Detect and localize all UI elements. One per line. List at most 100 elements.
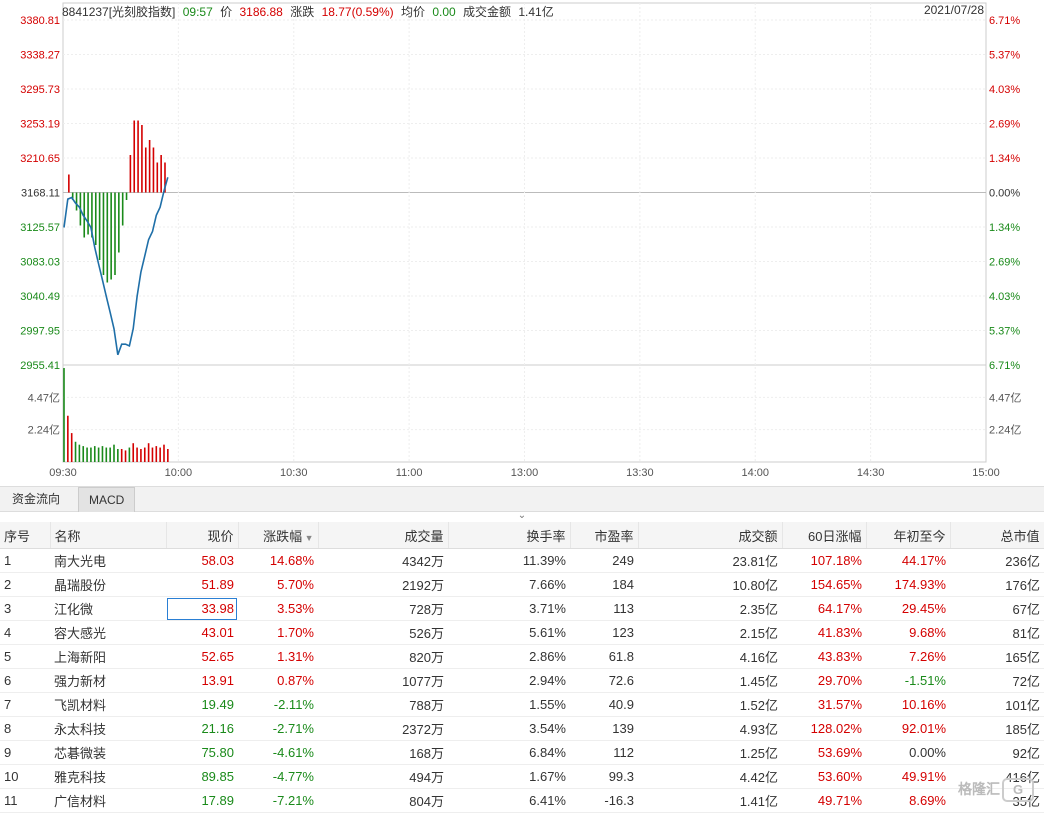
cell-60d-change: 53.69% [782,740,866,765]
volume-bar [105,447,108,462]
volume-bar [93,446,96,462]
cell-ytd: 49.91% [866,764,950,789]
table-row[interactable]: 6 强力新材 13.91 0.87% 1077万 2.94% 72.6 1.45亿 29.70%… [0,668,1044,693]
cell-price: 75.80 [166,740,238,765]
col-header-60d-change[interactable]: 60日涨幅 [782,522,867,549]
cell-pe: 99.3 [570,764,638,789]
cell-index: 10 [0,764,50,789]
pct-tick-label: 2.69% [989,119,1020,131]
cell-index: 5 [0,644,50,669]
cell-volume: 728万 [318,596,448,621]
cell-market-cap: 72亿 [950,668,1044,693]
table-row[interactable]: 3 江化微 33.98 3.53% 728万 3.71% 113 2.35亿 64.17% 29.… [0,596,1044,621]
col-header-index[interactable]: 序号 [0,522,51,549]
table-row[interactable]: 10 雅克科技 89.85 -4.77% 494万 1.67% 99.3 4.42亿 53.60… [0,764,1044,789]
cell-60d-change: 49.71% [782,788,866,813]
turnover-label: 成交金额 [463,5,512,19]
col-header-volume[interactable]: 成交量 [318,522,449,549]
diff-bar [110,192,112,280]
cell-ytd: 92.01% [866,716,950,741]
cell-market-cap: 236亿 [950,548,1044,573]
cell-pe: 40.9 [570,692,638,717]
table-row[interactable]: 1 南大光电 58.03 14.68% 4342万 11.39% 249 23.81亿 107.… [0,548,1044,573]
cell-price: 33.98 [166,596,238,621]
col-header-turnover-rate[interactable]: 换手率 [448,522,571,549]
cell-price: 21.16 [166,716,238,741]
cell-change-pct: -2.71% [238,716,318,741]
table-header-row: 序号 名称 现价 涨跌幅 成交量 换手率 市盈率 成交额 60日涨幅 年初至今 … [0,522,1044,549]
volume-bar [67,415,69,462]
table-row[interactable]: 2 晶瑞股份 51.89 5.70% 2192万 7.66% 184 10.80亿 154.65… [0,572,1044,597]
volume-bar [140,448,142,462]
table-row[interactable]: 7 飞凯材料 19.49 -2.11% 788万 1.55% 40.9 1.52亿 31.57%… [0,692,1044,717]
price-label: 价 [220,5,233,19]
col-header-change-pct[interactable]: 涨跌幅 [238,522,319,549]
cell-60d-change: 107.18% [782,548,866,573]
cell-amount: 23.81亿 [638,548,782,573]
cell-change-pct: 14.68% [238,548,318,573]
change-label: 涨跌 [290,5,315,19]
time-tick-label: 11:00 [396,467,423,479]
avg-label: 均价 [400,5,425,19]
col-header-name[interactable]: 名称 [50,522,167,549]
col-header-market-cap[interactable]: 总市值 [950,522,1044,549]
col-header-amount[interactable]: 成交额 [638,522,783,549]
volume-bar [97,447,100,462]
table-row[interactable]: 8 永太科技 21.16 -2.71% 2372万 3.54% 139 4.93亿 128.02… [0,716,1044,741]
col-header-ytd[interactable]: 年初至今 [866,522,951,549]
diff-bar [118,192,120,253]
volume-bar [113,444,115,462]
table-row[interactable]: 11 广信材料 17.89 -7.21% 804万 6.41% -16.3 1.41亿 49.7… [0,788,1044,813]
pct-tick-label: 0.00% [989,188,1020,200]
table-row[interactable]: 5 上海新阳 52.65 1.31% 820万 2.86% 61.8 4.16亿 43.83% 7… [0,644,1044,669]
cell-volume: 494万 [318,764,448,789]
cell-name: 雅克科技 [50,764,166,789]
cell-name: 南大光电 [50,548,166,573]
time-tick-label: 14:30 [857,467,885,479]
col-header-pe[interactable]: 市盈率 [570,522,639,549]
cell-volume: 1077万 [318,668,448,693]
price-tick-label: 3380.81 [20,15,60,27]
cell-turnover-rate: 1.67% [448,764,570,789]
tab-fund-flow[interactable]: 资金流向 [12,492,61,506]
volume-bar [136,447,138,462]
volume-bar [124,450,127,462]
cell-change-pct: -7.21% [238,788,318,813]
cell-name: 容大感光 [50,620,166,645]
cell-name: 江化微 [50,596,166,621]
diff-bar [102,192,105,275]
cell-amount: 10.80亿 [638,572,782,597]
price-tick-label: 3083.03 [20,257,60,269]
diff-bar [83,192,86,238]
cell-index: 9 [0,740,50,765]
cell-ytd: 7.26% [866,644,950,669]
panel-resize-handle[interactable]: ⌄⌄ [517,510,527,529]
cell-60d-change: 154.65% [782,572,866,597]
tab-macd[interactable]: MACD [78,487,136,512]
cell-pe: 72.6 [570,668,638,693]
cell-index: 2 [0,572,50,597]
price-tick-label: 3040.49 [20,291,60,303]
cell-turnover-rate: 1.55% [448,692,570,717]
time-tick-label: 10:00 [165,467,193,479]
diff-bar [160,155,162,193]
cell-volume: 820万 [318,644,448,669]
col-header-price[interactable]: 现价 [166,522,239,549]
price-tick-label: 3338.27 [20,50,60,62]
cell-change-pct: 5.70% [238,572,318,597]
cell-volume: 2372万 [318,716,448,741]
cell-market-cap: 92亿 [950,740,1044,765]
cell-60d-change: 64.17% [782,596,866,621]
cell-index: 7 [0,692,50,717]
volume-bar [74,441,77,462]
cell-price: 51.89 [166,572,238,597]
cell-amount: 2.15亿 [638,620,782,645]
table-row[interactable]: 4 容大感光 43.01 1.70% 526万 5.61% 123 2.15亿 41.83% 9.… [0,620,1044,645]
table-row[interactable]: 9 芯碁微装 75.80 -4.61% 168万 6.84% 112 1.25亿 53.69% 0… [0,740,1044,765]
cell-amount: 1.45亿 [638,668,782,693]
cell-name: 飞凯材料 [50,692,166,717]
cell-turnover-rate: 3.71% [448,596,570,621]
cell-index: 8 [0,716,50,741]
cell-turnover-rate: 6.41% [448,788,570,813]
cell-amount: 1.25亿 [638,740,782,765]
